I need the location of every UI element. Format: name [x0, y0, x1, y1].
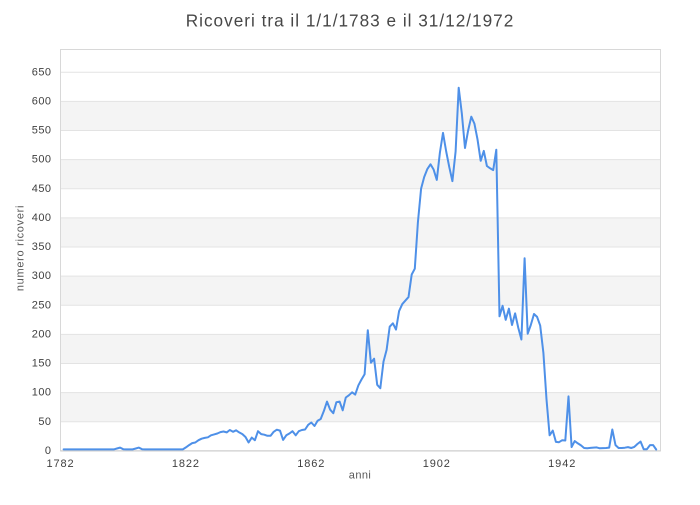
svg-text:anni: anni	[349, 470, 371, 482]
svg-text:1782: 1782	[46, 458, 74, 470]
svg-text:400: 400	[32, 212, 52, 224]
svg-text:150: 150	[32, 358, 52, 370]
svg-text:650: 650	[32, 66, 52, 78]
svg-text:550: 550	[32, 125, 52, 137]
svg-text:1822: 1822	[172, 458, 200, 470]
svg-text:numero ricoveri: numero ricoveri	[15, 205, 27, 291]
svg-text:50: 50	[38, 416, 51, 428]
svg-text:1942: 1942	[548, 458, 576, 470]
svg-text:450: 450	[32, 183, 52, 195]
svg-text:600: 600	[32, 95, 52, 107]
svg-text:300: 300	[32, 270, 52, 282]
svg-text:1902: 1902	[423, 458, 451, 470]
svg-text:100: 100	[32, 387, 52, 399]
svg-text:500: 500	[32, 154, 52, 166]
svg-text:1862: 1862	[297, 458, 325, 470]
svg-text:Ricoveri tra il 1/1/1783 e il: Ricoveri tra il 1/1/1783 e il 31/12/1972	[186, 11, 515, 31]
svg-text:0: 0	[45, 445, 52, 457]
svg-text:200: 200	[32, 328, 52, 340]
svg-text:350: 350	[32, 241, 52, 253]
svg-text:250: 250	[32, 299, 52, 311]
